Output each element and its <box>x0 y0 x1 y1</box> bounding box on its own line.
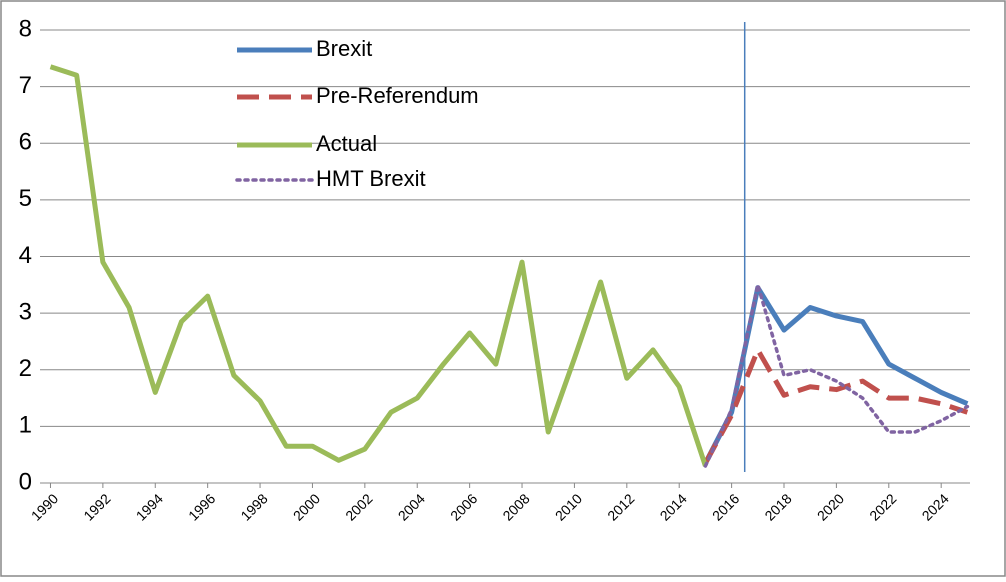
y-tick-label: 3 <box>19 298 32 325</box>
legend-label: Pre-Referendum <box>316 83 479 108</box>
legend-label: Brexit <box>316 36 372 61</box>
legend-label: HMT Brexit <box>316 166 426 191</box>
series-line <box>49 64 708 467</box>
y-tick-label: 5 <box>19 185 32 212</box>
y-tick-label: 2 <box>19 355 32 382</box>
y-tick-label: 1 <box>19 412 32 439</box>
y-tick-label: 8 <box>19 15 32 42</box>
legend-label: Actual <box>316 131 377 156</box>
series-line <box>703 347 969 465</box>
series-line <box>703 283 970 468</box>
y-tick-label: 6 <box>19 129 32 156</box>
y-tick-label: 7 <box>19 72 32 99</box>
y-tick-label: 0 <box>19 468 32 495</box>
y-tick-label: 4 <box>19 242 32 269</box>
